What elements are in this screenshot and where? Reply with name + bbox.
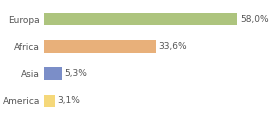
Bar xyxy=(44,40,156,53)
Text: 58,0%: 58,0% xyxy=(240,15,269,24)
Bar xyxy=(44,67,62,80)
Text: 33,6%: 33,6% xyxy=(159,42,187,51)
Bar xyxy=(44,95,55,107)
Bar xyxy=(44,13,237,25)
Text: 5,3%: 5,3% xyxy=(65,69,87,78)
Text: 3,1%: 3,1% xyxy=(57,96,80,105)
